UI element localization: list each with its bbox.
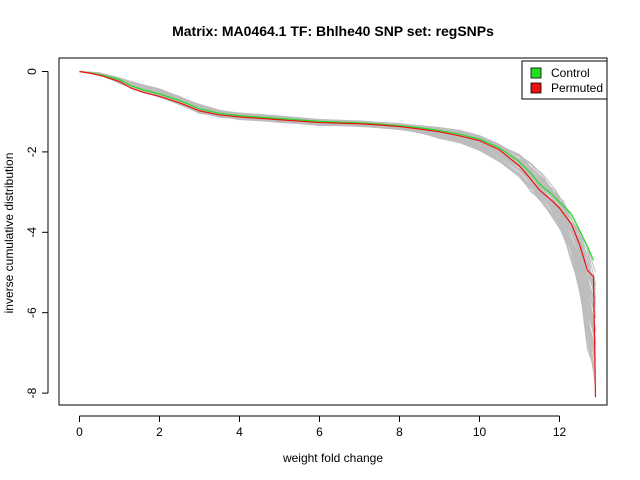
legend-swatch-permuted <box>530 82 542 94</box>
permutation-line <box>79 71 596 318</box>
y-tick-label: 0 <box>25 68 39 75</box>
permutation-band <box>79 71 596 387</box>
permutation-line <box>79 71 596 362</box>
permutation-line <box>79 71 596 361</box>
x-tick-label: 8 <box>396 425 403 439</box>
permutation-line <box>79 71 596 356</box>
x-axis-label: weight fold change <box>282 451 383 465</box>
permutation-line <box>79 71 596 339</box>
permutation-line <box>79 71 596 333</box>
permutation-line <box>79 71 596 375</box>
legend-label-permuted: Permuted <box>551 81 603 95</box>
permutation-line <box>79 71 596 287</box>
y-axis: 0 -2 -4 -6 -8 <box>25 68 49 398</box>
y-tick-label: -6 <box>25 307 39 318</box>
permutation-line <box>79 71 596 317</box>
permutation-line <box>79 71 596 329</box>
series-group <box>79 70 597 398</box>
permutation-line <box>79 71 596 364</box>
legend-swatch-control <box>530 67 542 79</box>
series-line-permuted <box>79 70 597 398</box>
legend-label-control: Control <box>551 66 590 80</box>
y-tick-label: -8 <box>25 387 39 398</box>
permutation-line <box>79 71 596 329</box>
y-tick-label: -4 <box>25 227 39 238</box>
series-line-control <box>79 70 595 261</box>
x-tick-label: 0 <box>76 425 83 439</box>
permutation-line <box>79 71 596 350</box>
x-axis: 0 2 4 6 8 10 12 <box>76 415 567 439</box>
permutation-line <box>79 71 596 303</box>
permutation-line <box>79 71 596 305</box>
permutation-line <box>79 71 596 360</box>
permutation-line <box>79 71 596 309</box>
x-tick-label: 12 <box>553 425 567 439</box>
permutation-line <box>79 71 596 314</box>
permutation-line <box>79 71 596 294</box>
permutation-line <box>79 71 596 331</box>
permutation-line <box>79 71 596 342</box>
permutation-line <box>79 71 596 305</box>
permutation-line <box>79 71 596 286</box>
x-tick-label: 2 <box>156 425 163 439</box>
permutation-line <box>79 71 596 319</box>
plot-frame <box>58 57 608 406</box>
permutation-line <box>79 71 596 371</box>
permutation-line <box>79 71 596 291</box>
permutation-line <box>79 71 596 354</box>
chart-title: Matrix: MA0464.1 TF: Bhlhe40 SNP set: re… <box>172 23 494 39</box>
permutation-line <box>79 71 596 318</box>
permutation-line <box>79 71 596 348</box>
x-tick-label: 10 <box>473 425 487 439</box>
x-tick-label: 6 <box>316 425 323 439</box>
x-tick-label: 4 <box>236 425 243 439</box>
permutation-line <box>79 71 596 375</box>
permutation-line <box>79 71 596 374</box>
permutation-line <box>79 71 596 284</box>
y-tick-label: -2 <box>25 146 39 157</box>
permutation-line <box>79 71 596 387</box>
permutation-line <box>79 71 596 373</box>
permutation-line <box>79 71 596 298</box>
permutation-line <box>79 71 596 344</box>
permutation-line <box>79 71 596 329</box>
permutation-line <box>79 71 596 300</box>
y-axis-label: inverse cumulative distribution <box>2 153 16 314</box>
permutation-line <box>79 71 596 343</box>
